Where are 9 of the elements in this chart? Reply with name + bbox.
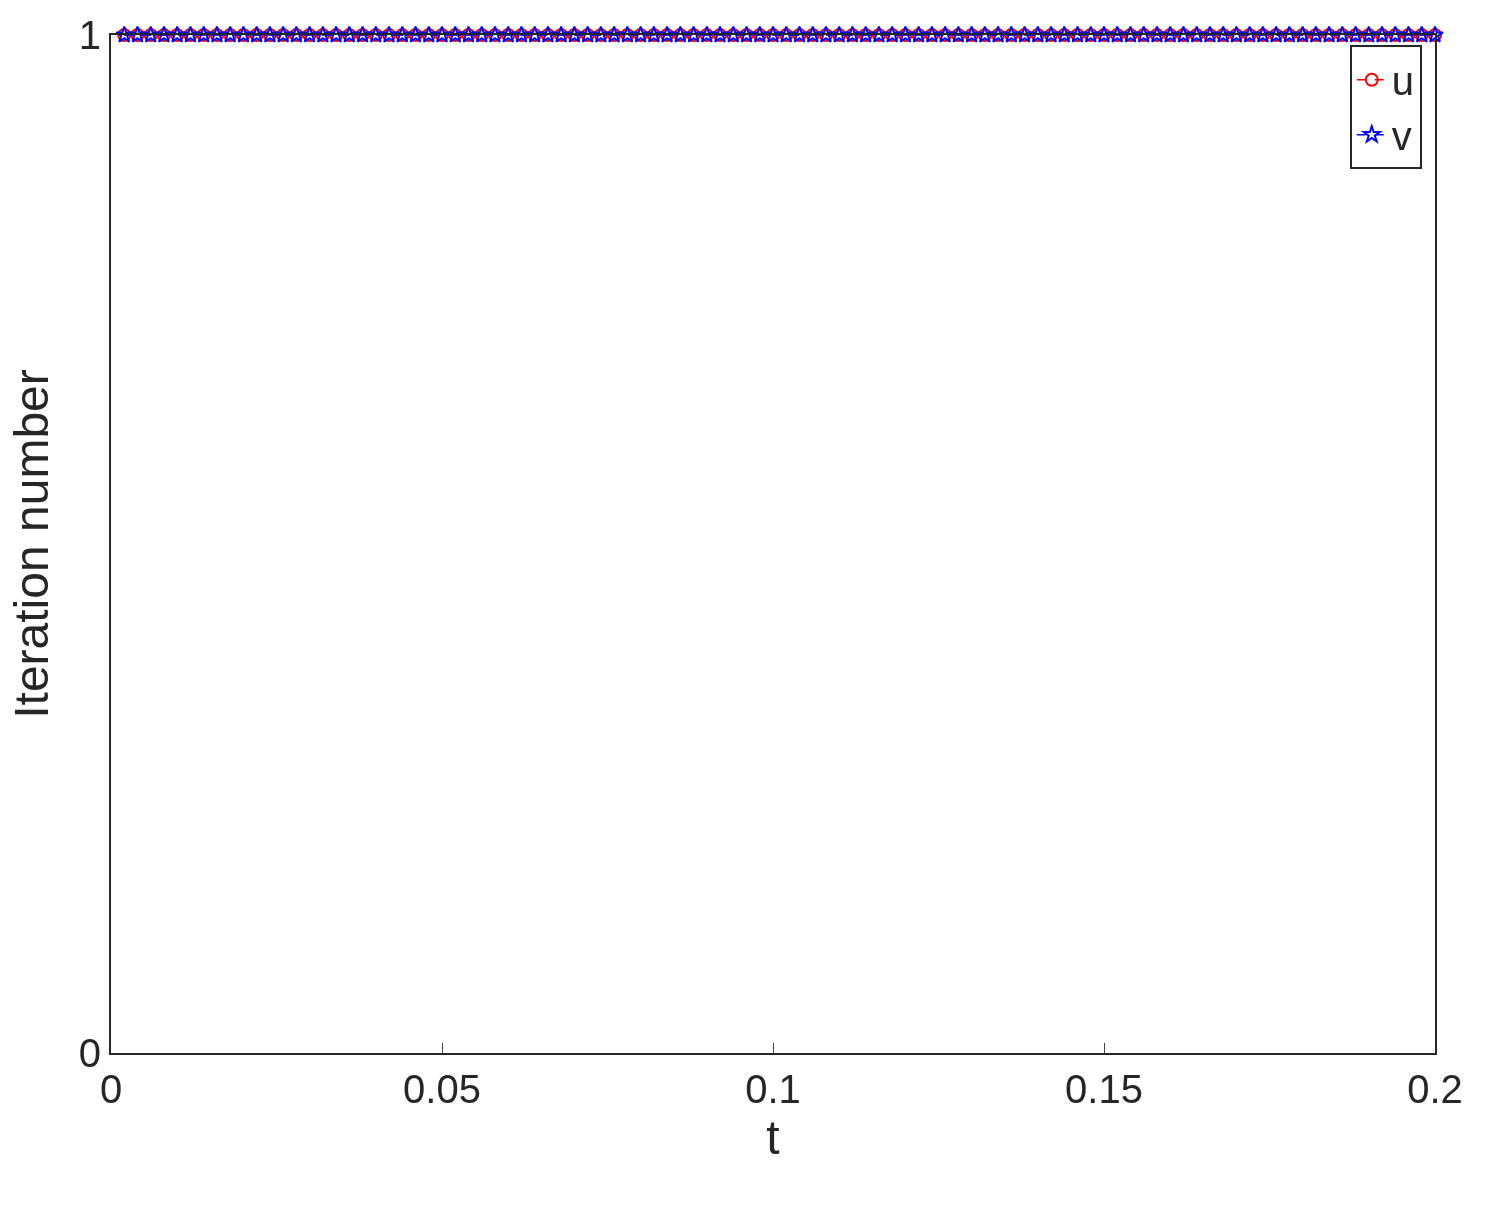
x-axis-title: t bbox=[766, 1111, 780, 1164]
legend-label: u bbox=[1391, 59, 1415, 104]
x-tick-label: 0.15 bbox=[1065, 1067, 1143, 1111]
legend-label: v bbox=[1391, 114, 1412, 159]
x-tick-label: 0.05 bbox=[403, 1067, 481, 1111]
y-tick-label: 1 bbox=[78, 13, 101, 57]
x-tick-label: 0.2 bbox=[1407, 1067, 1463, 1111]
x-tick-label: 0.1 bbox=[745, 1067, 801, 1111]
y-axis-title: Iteration number bbox=[4, 369, 58, 719]
